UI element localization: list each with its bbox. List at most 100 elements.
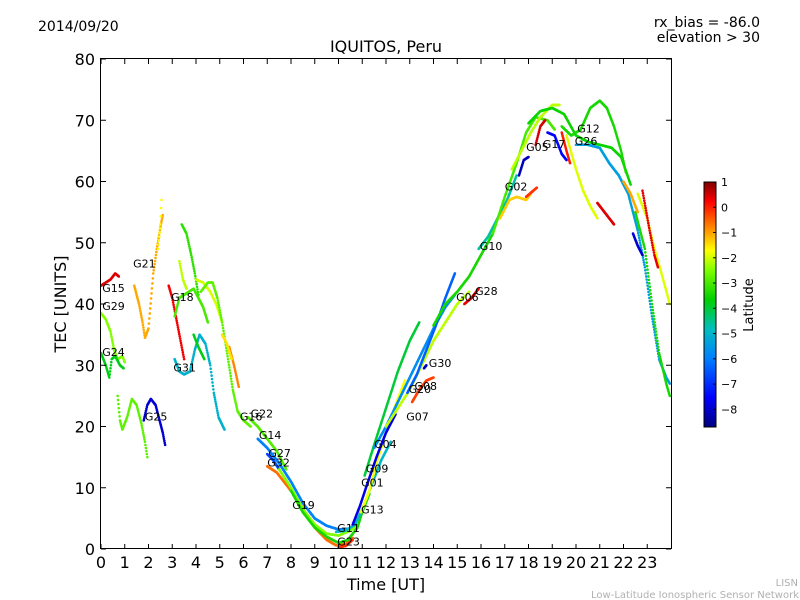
x-tick-label: 8 <box>286 553 296 572</box>
tec-point <box>638 241 642 245</box>
tec-point <box>141 429 145 432</box>
tec-point <box>179 266 183 270</box>
tec-point <box>193 269 196 273</box>
tec-point <box>225 349 228 352</box>
x-tick-label: 18 <box>518 553 538 572</box>
tec-point <box>637 234 640 237</box>
tec-point <box>205 348 209 352</box>
tec-point <box>159 214 163 218</box>
tec-point <box>225 352 229 355</box>
tec-point <box>647 226 651 230</box>
tec-point <box>646 216 649 220</box>
tec-point <box>651 246 655 249</box>
tec-point <box>235 377 239 381</box>
satellite-label: G12 <box>577 123 600 136</box>
satellite-label: G32 <box>267 456 290 469</box>
tec-point <box>642 199 646 202</box>
tec-point <box>162 437 166 441</box>
tec-point <box>159 223 162 226</box>
tec-point <box>234 373 238 377</box>
tec-point <box>109 367 112 370</box>
x-tick-label: 9 <box>310 553 320 572</box>
tec-point <box>645 278 648 281</box>
tec-point <box>654 327 657 330</box>
satellite-label: G13 <box>361 504 384 517</box>
tec-point <box>138 305 141 308</box>
tec-point <box>189 251 193 255</box>
tec-point <box>612 223 616 226</box>
x-tick-label: 1 <box>120 553 130 572</box>
tec-point <box>195 285 199 289</box>
tec-point <box>178 264 182 268</box>
x-tick-label: 7 <box>262 553 272 572</box>
tec-point <box>140 318 144 322</box>
tec-point <box>116 394 119 398</box>
tec-point <box>181 275 184 279</box>
tec-point <box>645 281 649 284</box>
tec-point <box>161 213 165 217</box>
y-tick-label: 10 <box>75 479 95 498</box>
satellite-label: G04 <box>374 438 397 451</box>
tec-point <box>172 305 176 309</box>
tec-point <box>657 348 660 352</box>
tec-point <box>206 321 210 324</box>
tec-point <box>213 395 216 399</box>
tec-point <box>220 321 224 324</box>
tec-point <box>636 231 640 235</box>
tec-point <box>143 440 147 444</box>
info-line-rx-bias: rx_bias = -86.0 <box>654 15 760 31</box>
tec-point <box>215 404 218 408</box>
tec-point <box>110 339 114 343</box>
tec-point <box>188 245 191 248</box>
tec-point <box>220 318 223 322</box>
tec-point <box>645 261 648 264</box>
tec-point <box>179 341 183 345</box>
tec-point <box>192 267 196 271</box>
tec-point <box>417 321 421 324</box>
tec-point <box>644 275 648 278</box>
tec-point <box>203 357 206 361</box>
tec-point <box>207 355 210 358</box>
satellite-label: G08 <box>415 380 438 393</box>
tec-point <box>648 229 651 232</box>
tec-point <box>139 309 142 313</box>
tec-point <box>237 383 240 387</box>
x-tick-label: 10 <box>328 553 348 572</box>
tec-point <box>228 371 232 375</box>
tec-point <box>651 243 654 247</box>
tec-point <box>656 339 659 343</box>
tec-point <box>212 391 216 395</box>
satellite-label: G31 <box>173 361 196 374</box>
tec-point <box>142 331 146 334</box>
y-tick-label: 70 <box>75 111 95 130</box>
x-axis-label: Time [UT] <box>346 575 425 594</box>
tec-point <box>112 346 115 349</box>
tec-point <box>210 377 214 381</box>
satellite-label: G07 <box>406 410 429 423</box>
tec-point <box>163 441 167 445</box>
tec-point <box>237 385 241 388</box>
tec-point <box>218 311 222 314</box>
tec-point <box>231 388 235 392</box>
series-g21b <box>156 198 163 251</box>
tec-point <box>596 216 599 220</box>
x-tick-label: 15 <box>447 553 467 572</box>
y-tick-label: 40 <box>75 295 95 314</box>
series-g14 <box>256 437 350 531</box>
tec-point <box>189 253 193 257</box>
series-g09 <box>363 321 421 477</box>
x-tick-label: 21 <box>590 553 610 572</box>
tec-point <box>188 247 192 250</box>
tec-point <box>149 302 152 305</box>
tec-point <box>108 376 111 379</box>
tec-point <box>160 198 163 202</box>
tec-point <box>403 379 407 382</box>
tec-point <box>117 406 121 410</box>
tec-point <box>219 316 223 319</box>
tec-point <box>178 337 182 340</box>
tec-point <box>644 257 648 261</box>
tec-point <box>226 355 229 358</box>
satellite-label: G26 <box>575 135 598 148</box>
x-tick-label: 13 <box>400 553 420 572</box>
